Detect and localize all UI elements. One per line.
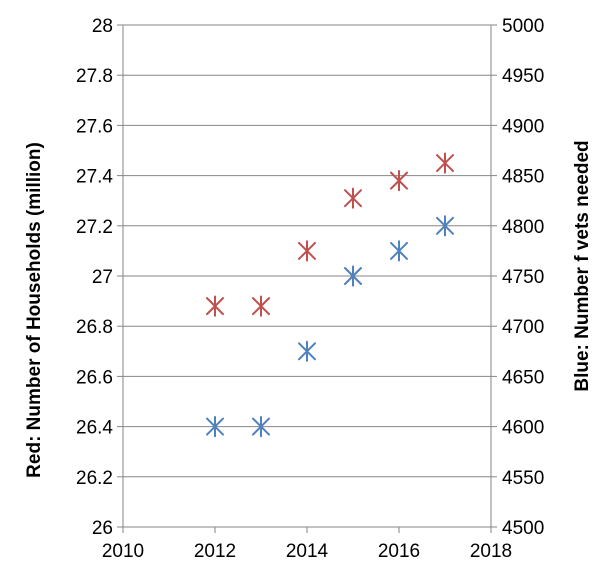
x-tick-label: 2014	[286, 541, 329, 562]
red-data-point	[436, 152, 454, 174]
red-data-point	[206, 295, 224, 317]
red-data-point	[298, 240, 316, 262]
left-y-tick-label: 26	[92, 518, 113, 539]
x-tick-label: 2018	[470, 541, 512, 562]
right-y-tick-label: 4850	[502, 167, 544, 188]
right-y-tick-label: 4900	[502, 116, 544, 137]
right-y-tick-label: 4800	[502, 217, 544, 238]
left-y-tick-label: 26.4	[76, 418, 113, 439]
right-y-tick-label: 4600	[502, 418, 544, 439]
right-y-tick-label: 4700	[502, 317, 544, 338]
x-tick-label: 2016	[378, 541, 420, 562]
left-y-tick-label: 28	[92, 16, 113, 37]
left-axis-title: Red: Number of Households (million)	[24, 142, 45, 478]
blue-data-point	[436, 215, 454, 237]
x-tick-label: 2012	[194, 541, 236, 562]
left-y-tick-label: 27	[92, 267, 113, 288]
blue-data-point	[252, 416, 270, 438]
x-tick-label: 2010	[102, 541, 144, 562]
gridlines	[123, 24, 491, 528]
right-y-tick-label: 5000	[502, 16, 544, 37]
left-y-tick-label: 26.6	[76, 367, 113, 388]
blue-data-point	[206, 416, 224, 438]
left-y-tick-label: 27.4	[76, 167, 113, 188]
left-y-tick-label: 26.2	[76, 468, 113, 489]
red-data-point	[390, 170, 408, 192]
right-y-tick-label: 4650	[502, 367, 544, 388]
red-data-point	[252, 295, 270, 317]
right-y-tick-label: 4550	[502, 468, 544, 489]
axes	[117, 24, 497, 533]
left-y-tick-label: 27.8	[76, 66, 113, 87]
left-y-tick-label: 27.6	[76, 116, 113, 137]
blue-data-point	[344, 265, 362, 287]
left-y-tick-labels: 26 26.2 26.4 26.6 26.8 27 27.2 27.4 27.6 27.8 28	[76, 16, 113, 539]
left-y-tick-label: 27.2	[76, 217, 113, 238]
x-tick-labels: 2010 2012 2014 2016 2018	[102, 541, 512, 562]
right-y-tick-label: 4500	[502, 518, 544, 539]
right-y-tick-labels: 4500 4550 4600 4650 4700 4750 4800 4850 4900 4950…	[502, 16, 544, 539]
right-y-tick-label: 4950	[502, 66, 544, 87]
right-axis-title: Blue: Number f vets needed	[572, 140, 593, 391]
red-data-point	[344, 187, 362, 209]
data-points	[206, 152, 454, 438]
blue-data-point	[390, 240, 408, 262]
left-y-tick-label: 26.8	[76, 317, 113, 338]
right-y-tick-label: 4750	[502, 267, 544, 288]
blue-data-point	[298, 340, 316, 362]
